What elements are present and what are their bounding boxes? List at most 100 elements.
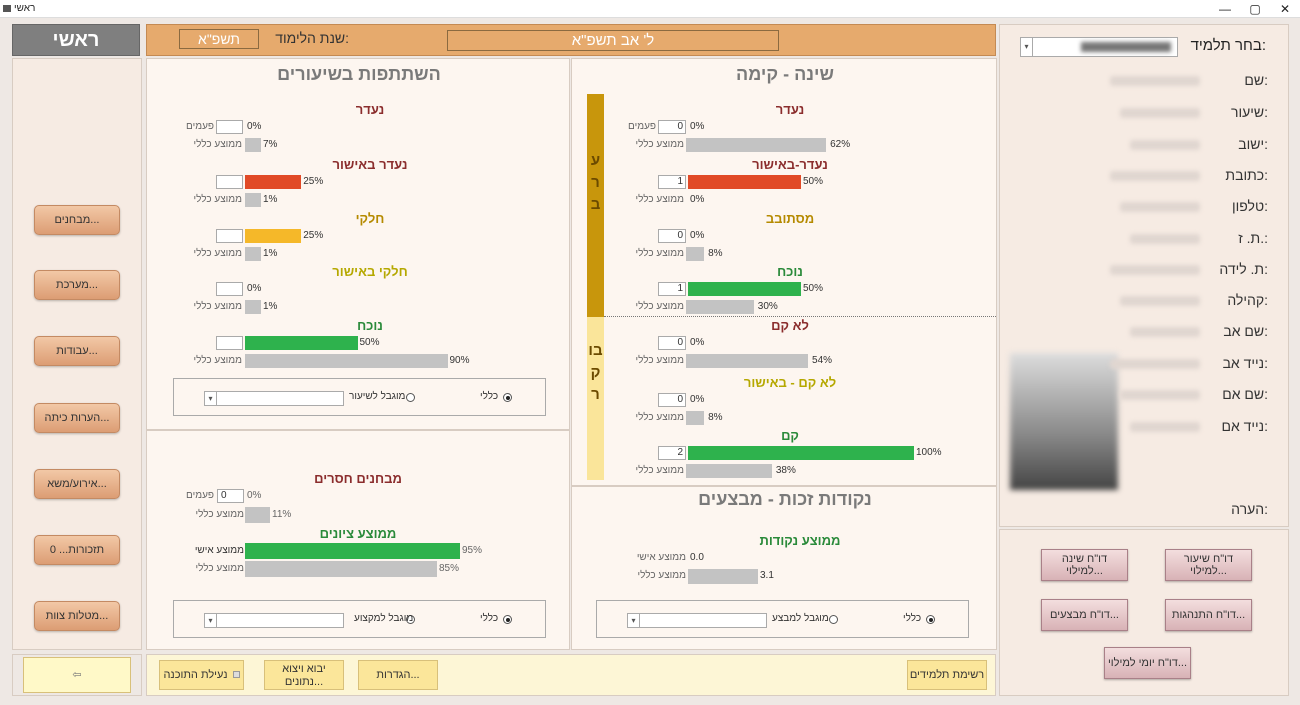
side-button-5[interactable]: תזכורות... 0 (34, 535, 120, 565)
student-field-label-0: שם: (1244, 72, 1268, 88)
avg-label: ממוצע כללי (193, 139, 242, 150)
sleep-avg-value: 54% (812, 355, 833, 366)
side-button-3[interactable]: הערות כיתה... (34, 403, 120, 433)
exam-avg-value: 11% (272, 509, 292, 520)
merits-limited-radio[interactable] (829, 615, 838, 624)
lessons-filter-combo[interactable]: ▾ (204, 391, 344, 406)
exams-filter-combo[interactable]: ▾ (204, 613, 344, 628)
student-field-label-6: ת. לידה: (1219, 261, 1268, 277)
sleep-pct: 50% (803, 283, 824, 294)
lessons-limited-radio[interactable] (406, 393, 415, 402)
lesson-row-label: חלקי באישור (332, 264, 408, 279)
campaigns-report-button[interactable]: דו"ח מבצעים... (1041, 599, 1128, 631)
sleep-avg-bar (686, 354, 809, 368)
avg-label: ממוצע כללי (635, 248, 684, 259)
lesson-pct: 25% (303, 230, 324, 241)
side-button-1[interactable]: מערכת... (34, 270, 120, 300)
lesson-avg-bar (245, 247, 261, 261)
merits-filter-combo[interactable]: ▾ (627, 613, 767, 628)
avg-points-label: ממוצע נקודות (759, 533, 841, 548)
exam-avg-bar (245, 507, 270, 523)
student-panel: בחר תלמיד: ▾ הערה: (999, 24, 1289, 527)
exam-count: 0 (217, 489, 244, 503)
sleep-count-box: 0 (658, 393, 686, 407)
avg-label: ממוצע כללי (635, 465, 684, 476)
behavior-report-button[interactable]: דו"ח התנהגות... (1165, 599, 1252, 631)
student-select[interactable]: ▾ (1020, 37, 1178, 57)
sleep-bar (688, 282, 801, 296)
sleep-avg-bar (686, 300, 754, 314)
lesson-count-box (216, 336, 243, 350)
lock-app-button[interactable]: נעילת התוכנה (159, 660, 244, 690)
sleep-row-label: נעדר (775, 102, 805, 117)
side-button-2[interactable]: עבודות... (34, 336, 120, 366)
sleep-avg-value: 38% (775, 465, 796, 476)
student-field-value-8 (1130, 327, 1200, 337)
sleep-row-label: לא קם - באישור (743, 375, 837, 390)
sleep-count-box: 1 (658, 282, 686, 296)
side-button-0[interactable]: מבחנים... (34, 205, 120, 235)
app-icon (3, 5, 11, 12)
exam-times-label: פעמים (186, 490, 214, 501)
students-list-button[interactable]: רשימת תלמידים (907, 660, 987, 690)
merits-title: נקודות זכות - מבצעים (698, 489, 872, 509)
minimize-button[interactable]: — (1219, 2, 1231, 16)
sleep-bar (688, 446, 914, 460)
sleep-count-box: 1 (658, 175, 686, 189)
student-field-label-3: כתובת: (1225, 167, 1268, 183)
hebrew-date: ל' אב תשפ"א (447, 30, 779, 51)
sleep-avg-value: 30% (757, 301, 778, 312)
import-export-button[interactable]: יבוא ויצוא נתונים... (264, 660, 344, 690)
student-field-label-4: טלפון: (1232, 198, 1268, 214)
settings-button[interactable]: הגדרות... (358, 660, 438, 690)
exams-limited-radio[interactable] (406, 615, 415, 624)
lessons-general-radio[interactable] (503, 393, 512, 402)
merits-general-label2: כללי (903, 613, 922, 624)
year-label: שנת הלימוד: (275, 30, 349, 46)
lesson-pct: 0% (247, 283, 262, 294)
sleep-count-box: 0 (658, 120, 686, 134)
lesson-report-button[interactable]: דו"ח שיעור למילוי... (1165, 549, 1252, 581)
avg-label: ממוצע כללי (193, 301, 242, 312)
lesson-avg-bar (245, 138, 261, 152)
maximize-button[interactable]: ▢ (1249, 2, 1261, 16)
lesson-row-label: נעדר באישור (332, 157, 408, 172)
sleep-count-box: 2 (658, 446, 686, 460)
home-title: ראשי (52, 29, 100, 51)
sleep-row-label: לא קם (771, 318, 809, 333)
sleep-row-label: מסתובב (765, 211, 815, 226)
student-photo (1010, 353, 1118, 490)
student-field-value-2 (1130, 140, 1200, 150)
year-field[interactable]: תשפ"א (179, 29, 259, 49)
lesson-bar (245, 336, 358, 350)
student-field-label-10: שם אם: (1222, 386, 1268, 402)
evening-strip (587, 94, 604, 317)
merits-general-radio[interactable] (926, 615, 935, 624)
lock-icon (232, 671, 240, 678)
side-button-6[interactable]: מטלות צוות... (34, 601, 120, 631)
side-button-4[interactable]: אירוע/משא... (34, 469, 120, 499)
sleep-report-button[interactable]: דו"ח שינה למילוי... (1041, 549, 1128, 581)
merits-limited-label: מוגבל למבצע (772, 613, 829, 624)
chevron-down-icon: ▾ (205, 614, 217, 627)
lesson-avg-value: 90% (449, 355, 470, 366)
chevron-down-icon: ▾ (1021, 38, 1033, 56)
home-header: ראשי (12, 24, 140, 56)
top-bar: ל' אב תשפ"א שנת הלימוד: תשפ"א (146, 24, 996, 56)
lessons-filter-group: כללי מוגבל לשיעור ▾ (173, 378, 546, 416)
close-button[interactable]: ✕ (1279, 2, 1291, 16)
lesson-avg-value: 1% (263, 248, 278, 259)
sleep-panel: שינה - קימה (571, 58, 997, 486)
sleep-row-label: נעדר-באישור (752, 157, 828, 172)
sleep-count-box: 0 (658, 336, 686, 350)
evening-morning-divider (604, 316, 996, 317)
daily-report-button[interactable]: דו"ח יומי למילוי... (1104, 647, 1191, 679)
lesson-avg-bar (245, 193, 261, 207)
lesson-row-label: חלקי (355, 211, 385, 226)
exams-general-radio[interactable] (503, 615, 512, 624)
exit-button[interactable]: ⇦ (23, 657, 131, 693)
evening-label: ערב (590, 152, 601, 213)
avg-label: ממוצע כללי (193, 355, 242, 366)
exit-icon: ⇦ (72, 669, 82, 681)
window-title: ראשי (14, 3, 36, 14)
